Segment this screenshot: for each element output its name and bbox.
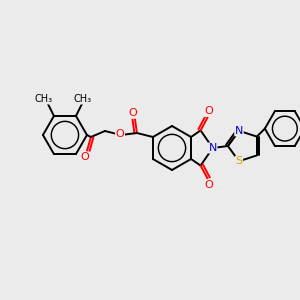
Text: N: N	[235, 126, 243, 136]
Text: O: O	[204, 106, 213, 116]
Text: O: O	[116, 129, 124, 139]
Text: N: N	[208, 143, 217, 153]
Text: O: O	[81, 152, 89, 162]
Text: CH₃: CH₃	[35, 94, 53, 104]
Text: CH₃: CH₃	[74, 94, 92, 104]
Text: S: S	[236, 156, 242, 166]
Text: O: O	[204, 180, 213, 190]
Text: O: O	[129, 108, 137, 118]
